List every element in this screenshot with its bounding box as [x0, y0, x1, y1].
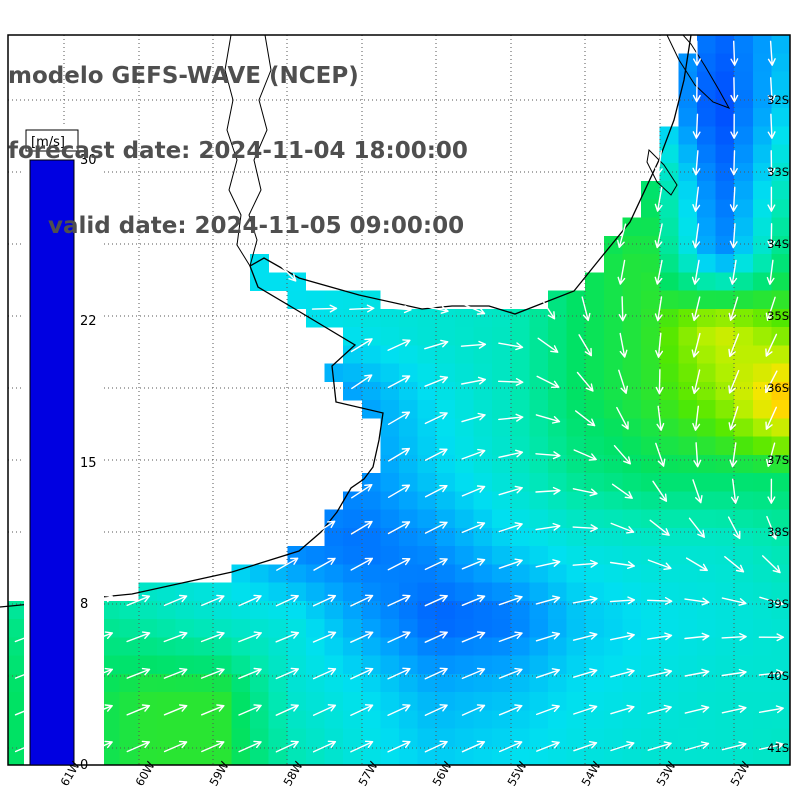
map-border	[7, 34, 791, 766]
wind-direction-arrows	[14, 40, 785, 753]
river-line	[224, 34, 251, 267]
colorbar-tick-label: 30	[80, 153, 97, 168]
svg-text:34S: 34S	[767, 237, 789, 251]
svg-text:32S: 32S	[767, 93, 789, 107]
colorbar-tick-label: 0	[80, 758, 88, 773]
map-title-block: modelo GEFS-WAVE (NCEP) forecast date: 2…	[8, 14, 468, 289]
valid-date-line: valid date: 2024-11-05 09:00:00	[48, 213, 465, 239]
svg-text:37S: 37S	[767, 453, 789, 467]
svg-text:38S: 38S	[767, 525, 789, 539]
svg-text:35S: 35S	[767, 309, 789, 323]
colorbar-unit-box	[25, 129, 79, 152]
forecast-date-line: forecast date: 2024-11-04 18:00:00	[8, 138, 468, 164]
wind-speed-cells	[8, 35, 791, 766]
colorbar-legend: [m/s] 30 22 15 8 0	[25, 129, 97, 773]
model-title: modelo GEFS-WAVE (NCEP)	[8, 63, 359, 89]
svg-text:40S: 40S	[767, 669, 789, 683]
svg-text:39S: 39S	[767, 597, 789, 611]
colorbar-tick-label: 8	[80, 597, 88, 612]
svg-text:41S: 41S	[767, 741, 789, 755]
latitude-labels: 32S 33S 34S 35S 36S 37S 38S 39S 40S 41S	[767, 93, 789, 755]
colorbar-tick-label: 15	[80, 456, 97, 471]
colorbar-tick-label: 22	[80, 314, 97, 329]
colorbar-unit-label: [m/s]	[31, 135, 65, 150]
river-line	[248, 34, 272, 267]
lagoon-outline	[666, 34, 731, 109]
svg-text:36S: 36S	[767, 381, 789, 395]
colorbar-gradient	[29, 159, 75, 766]
lagoon-outline	[646, 148, 678, 196]
svg-text:33S: 33S	[767, 165, 789, 179]
